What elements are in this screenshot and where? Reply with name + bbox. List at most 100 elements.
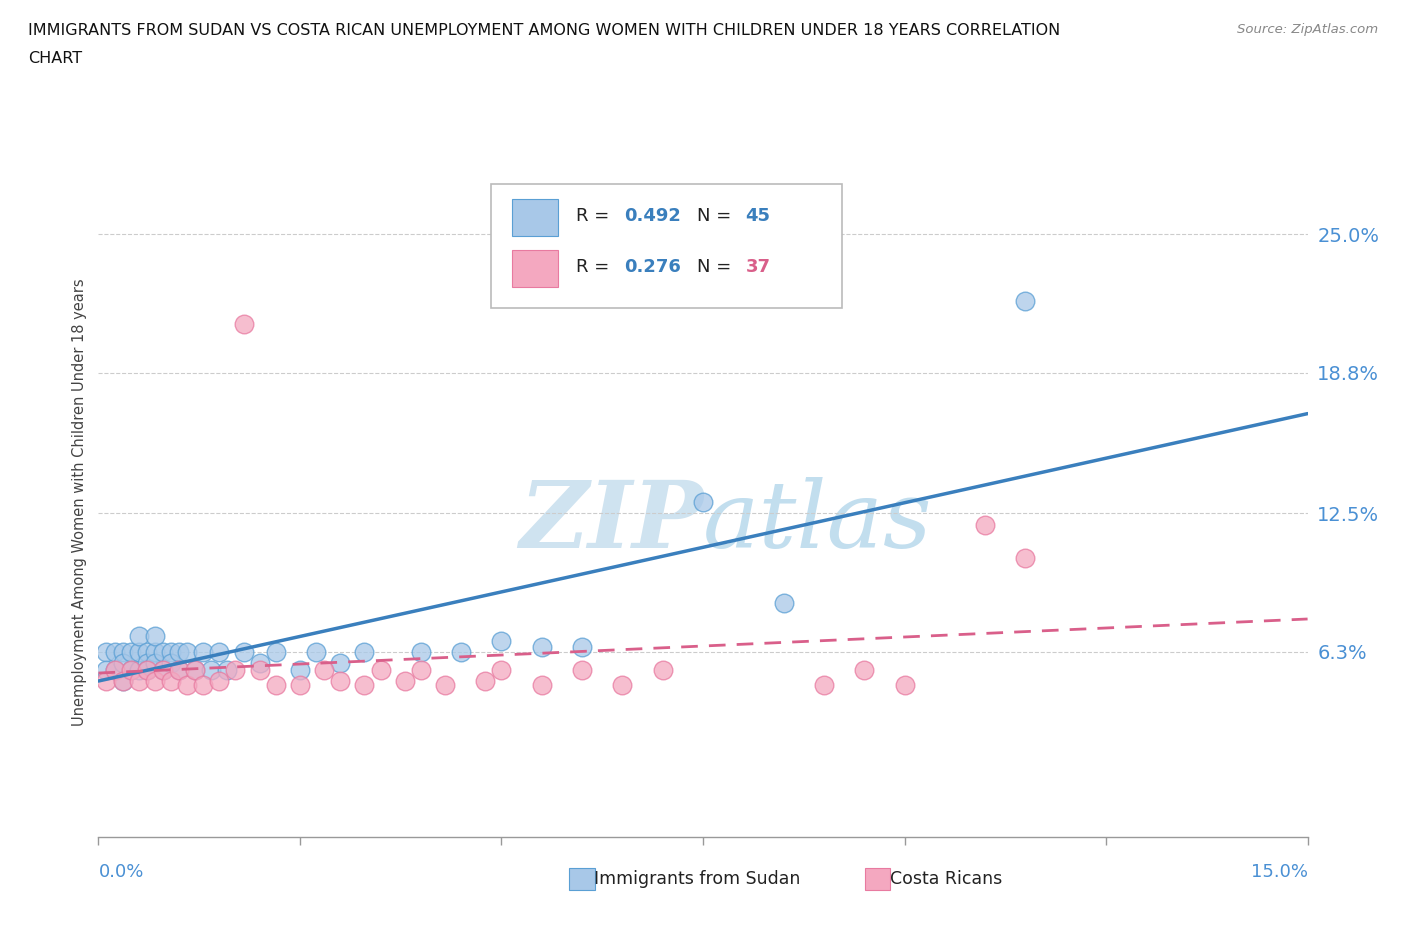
Point	[143, 656, 166, 671]
Point	[893, 678, 915, 693]
Text: Source: ZipAtlas.com: Source: ZipAtlas.com	[1237, 23, 1378, 36]
Text: Immigrants from Sudan: Immigrants from Sudan	[583, 870, 801, 888]
Point	[853, 662, 876, 677]
FancyBboxPatch shape	[569, 868, 595, 890]
Point	[217, 662, 239, 677]
Point	[409, 662, 432, 677]
Point	[143, 629, 166, 644]
Text: R =: R =	[576, 206, 614, 225]
Point	[264, 644, 287, 659]
Point	[96, 662, 118, 677]
Point	[200, 662, 222, 677]
Point	[160, 656, 183, 671]
Text: ZIP: ZIP	[519, 477, 703, 567]
Point	[128, 662, 150, 677]
Point	[232, 644, 254, 659]
Point	[111, 656, 134, 671]
Point	[135, 662, 157, 677]
Text: R =: R =	[576, 258, 614, 275]
Point	[96, 644, 118, 659]
FancyBboxPatch shape	[512, 250, 558, 286]
Point	[329, 673, 352, 688]
Point	[128, 629, 150, 644]
Text: 0.492: 0.492	[624, 206, 682, 225]
Point	[120, 662, 142, 677]
Point	[288, 662, 311, 677]
Text: N =: N =	[697, 258, 737, 275]
Point	[651, 662, 673, 677]
Point	[305, 644, 328, 659]
Point	[772, 595, 794, 610]
Point	[692, 495, 714, 510]
Point	[450, 644, 472, 659]
Point	[128, 644, 150, 659]
Point	[160, 644, 183, 659]
Point	[491, 633, 513, 648]
Text: Costa Ricans: Costa Ricans	[879, 870, 1002, 888]
Point	[208, 644, 231, 659]
Point	[329, 656, 352, 671]
Text: CHART: CHART	[28, 51, 82, 66]
Text: 0.276: 0.276	[624, 258, 682, 275]
Text: 15.0%: 15.0%	[1250, 863, 1308, 881]
Point	[264, 678, 287, 693]
Point	[208, 673, 231, 688]
Point	[612, 678, 634, 693]
Point	[103, 662, 125, 677]
Text: N =: N =	[697, 206, 737, 225]
Point	[224, 662, 246, 677]
Point	[571, 662, 593, 677]
Text: IMMIGRANTS FROM SUDAN VS COSTA RICAN UNEMPLOYMENT AMONG WOMEN WITH CHILDREN UNDE: IMMIGRANTS FROM SUDAN VS COSTA RICAN UNE…	[28, 23, 1060, 38]
Point	[530, 640, 553, 655]
Point	[353, 644, 375, 659]
Point	[120, 662, 142, 677]
Text: 45: 45	[745, 206, 770, 225]
Point	[474, 673, 496, 688]
Point	[111, 673, 134, 688]
Point	[176, 644, 198, 659]
Point	[96, 673, 118, 688]
Point	[974, 517, 997, 532]
Text: atlas: atlas	[703, 477, 932, 567]
FancyBboxPatch shape	[865, 868, 890, 890]
Point	[152, 662, 174, 677]
Point	[152, 662, 174, 677]
Point	[288, 678, 311, 693]
Point	[434, 678, 457, 693]
Point	[135, 644, 157, 659]
Point	[111, 644, 134, 659]
Point	[184, 662, 207, 677]
Point	[249, 656, 271, 671]
Point	[143, 644, 166, 659]
Point	[167, 662, 190, 677]
Point	[1014, 294, 1036, 309]
Point	[176, 678, 198, 693]
Point	[160, 673, 183, 688]
Point	[120, 644, 142, 659]
Point	[128, 673, 150, 688]
Point	[249, 662, 271, 677]
Point	[394, 673, 416, 688]
Point	[103, 644, 125, 659]
Point	[314, 662, 336, 677]
Point	[193, 678, 215, 693]
Text: 37: 37	[745, 258, 770, 275]
Point	[370, 662, 392, 677]
Point	[143, 673, 166, 688]
FancyBboxPatch shape	[512, 199, 558, 235]
Point	[135, 662, 157, 677]
Point	[571, 640, 593, 655]
Point	[135, 656, 157, 671]
Point	[184, 662, 207, 677]
Point	[167, 662, 190, 677]
Point	[491, 662, 513, 677]
Text: 0.0%: 0.0%	[98, 863, 143, 881]
Point	[813, 678, 835, 693]
Point	[152, 644, 174, 659]
FancyBboxPatch shape	[492, 184, 842, 308]
Point	[1014, 551, 1036, 565]
Point	[409, 644, 432, 659]
Point	[353, 678, 375, 693]
Y-axis label: Unemployment Among Women with Children Under 18 years: Unemployment Among Women with Children U…	[72, 278, 87, 726]
Point	[111, 673, 134, 688]
